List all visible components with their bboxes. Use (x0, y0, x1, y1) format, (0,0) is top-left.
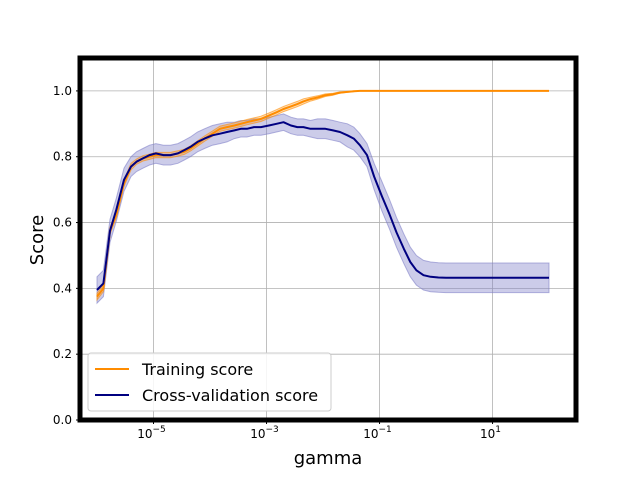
confidence-band-1 (96, 113, 550, 305)
y-tick-label: 0.0 (53, 413, 72, 427)
legend-label-cv: Cross-validation score (142, 386, 318, 405)
axis-ticks: 0.0 0.2 0.4 0.6 0.8 1.0 10−5 10−3 10−1 101 (53, 84, 577, 441)
y-tick-label: 0.4 (53, 281, 72, 295)
x-tick-label: 10−3 (250, 425, 279, 441)
x-tick-label: 10−1 (363, 425, 392, 441)
x-tick-label: 101 (480, 425, 501, 441)
x-tick-label: 10−5 (137, 425, 166, 441)
y-axis-label: Score (27, 215, 48, 265)
series-line-1 (96, 121, 549, 291)
series-lines (96, 89, 549, 298)
y-tick-label: 1.0 (53, 84, 72, 98)
legend: Training score Cross-validation score (87, 352, 332, 412)
confidence-bands (96, 90, 550, 305)
x-axis-label: gamma (294, 448, 363, 469)
legend-label-training: Training score (141, 360, 253, 379)
y-tick-label: 0.8 (53, 150, 72, 164)
y-tick-label: 0.2 (53, 347, 72, 361)
legend-box (87, 352, 332, 412)
plot-frame (77, 55, 579, 423)
y-tick-label: 0.6 (53, 216, 72, 230)
